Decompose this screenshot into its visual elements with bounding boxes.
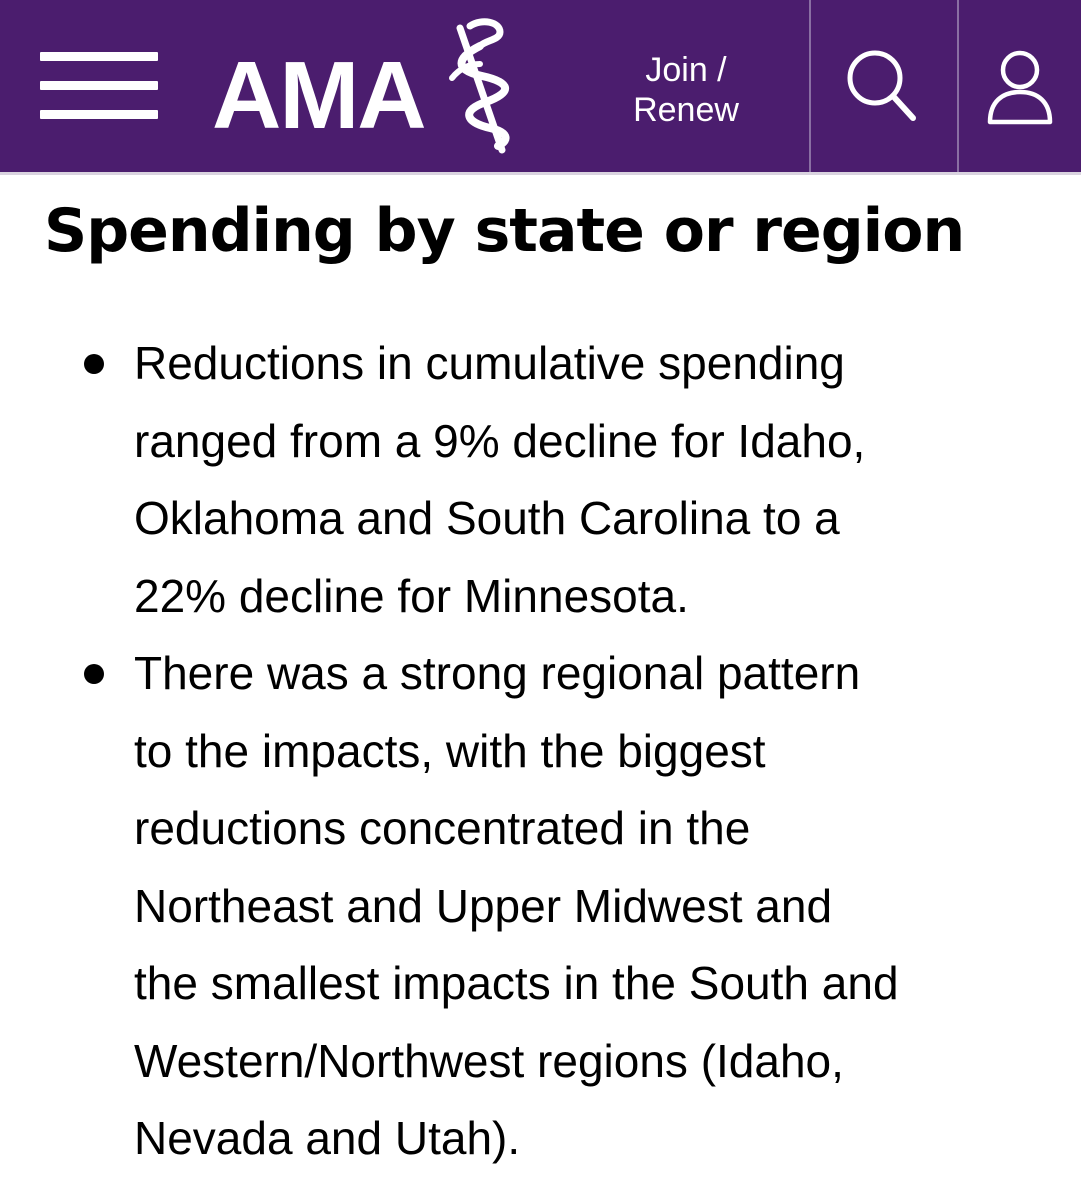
bullet-text-line: ranged from a 9% decline for Idaho,	[134, 414, 866, 467]
bullet-text-line: Northeast and Upper Midwest and	[134, 879, 833, 932]
ama-logo[interactable]: AMA	[212, 18, 542, 158]
bullet-text-line: There was a strong regional pattern	[134, 647, 861, 699]
site-header: AMA Join / Renew	[0, 0, 1081, 175]
join-renew-link[interactable]: Join / Renew	[608, 50, 764, 130]
join-label: Join /	[645, 51, 727, 89]
menu-button[interactable]	[40, 52, 160, 120]
hamburger-menu-icon-bar	[40, 110, 158, 119]
hamburger-menu-icon-bar	[40, 52, 158, 61]
staff-of-asclepius-icon	[449, 18, 510, 154]
bullet-text-line: Western/Northwest regions (Idaho,	[134, 1034, 844, 1087]
logo-text: AMA	[212, 42, 427, 149]
bullet-text-line: Reductions in cumulative spending	[134, 337, 845, 389]
bullet-text-line: to the impacts, with the biggest	[134, 724, 766, 777]
list-item: Reductions in cumulative spending ranged…	[0, 325, 1054, 635]
header-divider	[809, 0, 811, 172]
page-title: Spending by state or region	[44, 196, 965, 266]
bullet-text-line: reductions concentrated in the	[134, 802, 751, 854]
user-icon	[987, 50, 1053, 125]
list-item: There was a strong regional pattern to t…	[0, 635, 1054, 1178]
search-button[interactable]	[843, 46, 923, 126]
bullet-dot	[84, 354, 104, 374]
bullet-list: Reductions in cumulative spending ranged…	[0, 325, 1081, 1178]
search-icon	[847, 50, 916, 121]
bullet-text-line: 22% decline for Minnesota.	[134, 569, 689, 622]
bullet-text-line: Nevada and Utah).	[134, 1112, 521, 1164]
hamburger-menu-icon-bar	[40, 81, 158, 90]
bullet-text-line: Oklahoma and South Carolina to a	[134, 492, 840, 544]
bullet-text-line: the smallest impacts in the South and	[134, 957, 899, 1009]
renew-label: Renew	[633, 91, 739, 129]
bullet-dot	[84, 664, 104, 684]
header-divider	[957, 0, 959, 172]
account-button[interactable]	[980, 46, 1060, 126]
